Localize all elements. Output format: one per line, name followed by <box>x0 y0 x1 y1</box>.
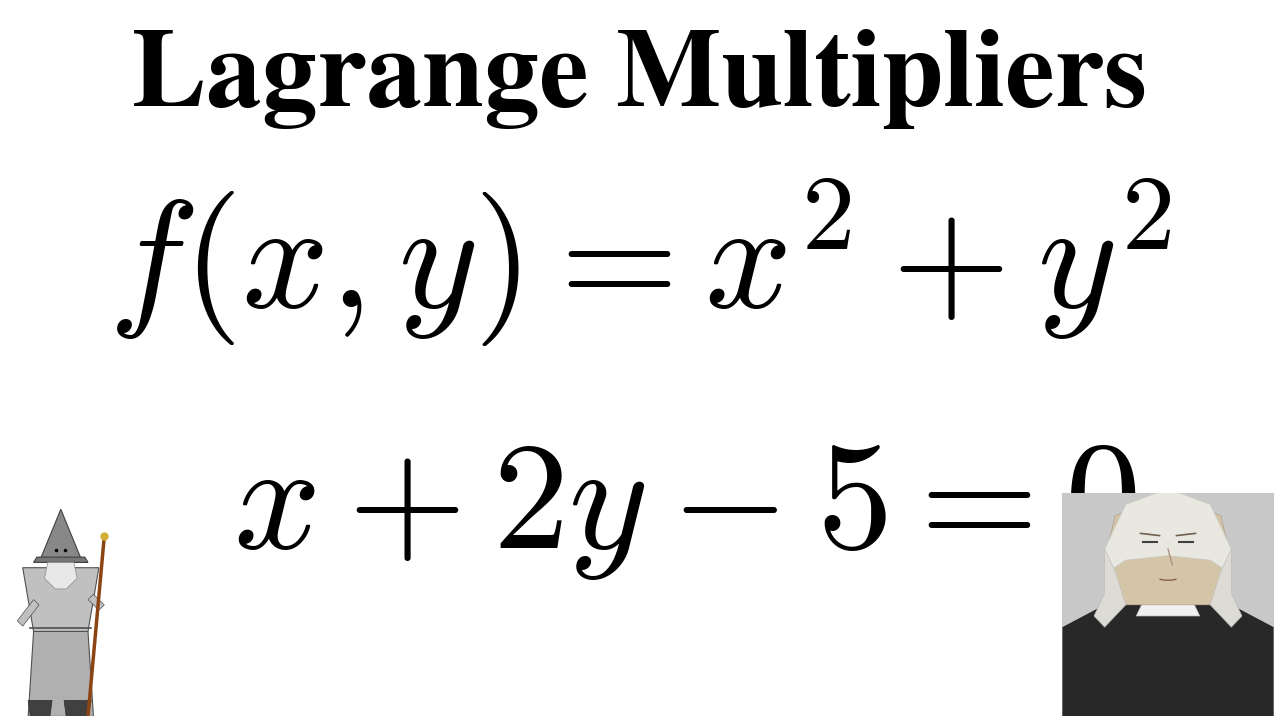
Polygon shape <box>28 701 52 716</box>
Polygon shape <box>1210 549 1242 627</box>
Circle shape <box>46 537 76 567</box>
Polygon shape <box>1105 489 1231 572</box>
Text: $f(x,y) = x^2 + y^2$: $f(x,y) = x^2 + y^2$ <box>108 176 1172 349</box>
Text: Lagrange Multipliers: Lagrange Multipliers <box>132 29 1148 129</box>
Text: $x + 2y - 5 = 0$: $x + 2y - 5 = 0$ <box>233 433 1137 582</box>
Polygon shape <box>64 701 91 716</box>
Polygon shape <box>18 600 40 626</box>
Polygon shape <box>28 631 93 716</box>
FancyBboxPatch shape <box>1062 493 1274 716</box>
Polygon shape <box>33 557 88 562</box>
Polygon shape <box>1062 605 1274 716</box>
Polygon shape <box>1105 498 1231 605</box>
Polygon shape <box>1094 549 1125 627</box>
Polygon shape <box>88 594 105 610</box>
Polygon shape <box>1137 582 1199 616</box>
Polygon shape <box>23 567 99 631</box>
Polygon shape <box>40 509 83 562</box>
Polygon shape <box>45 562 77 589</box>
